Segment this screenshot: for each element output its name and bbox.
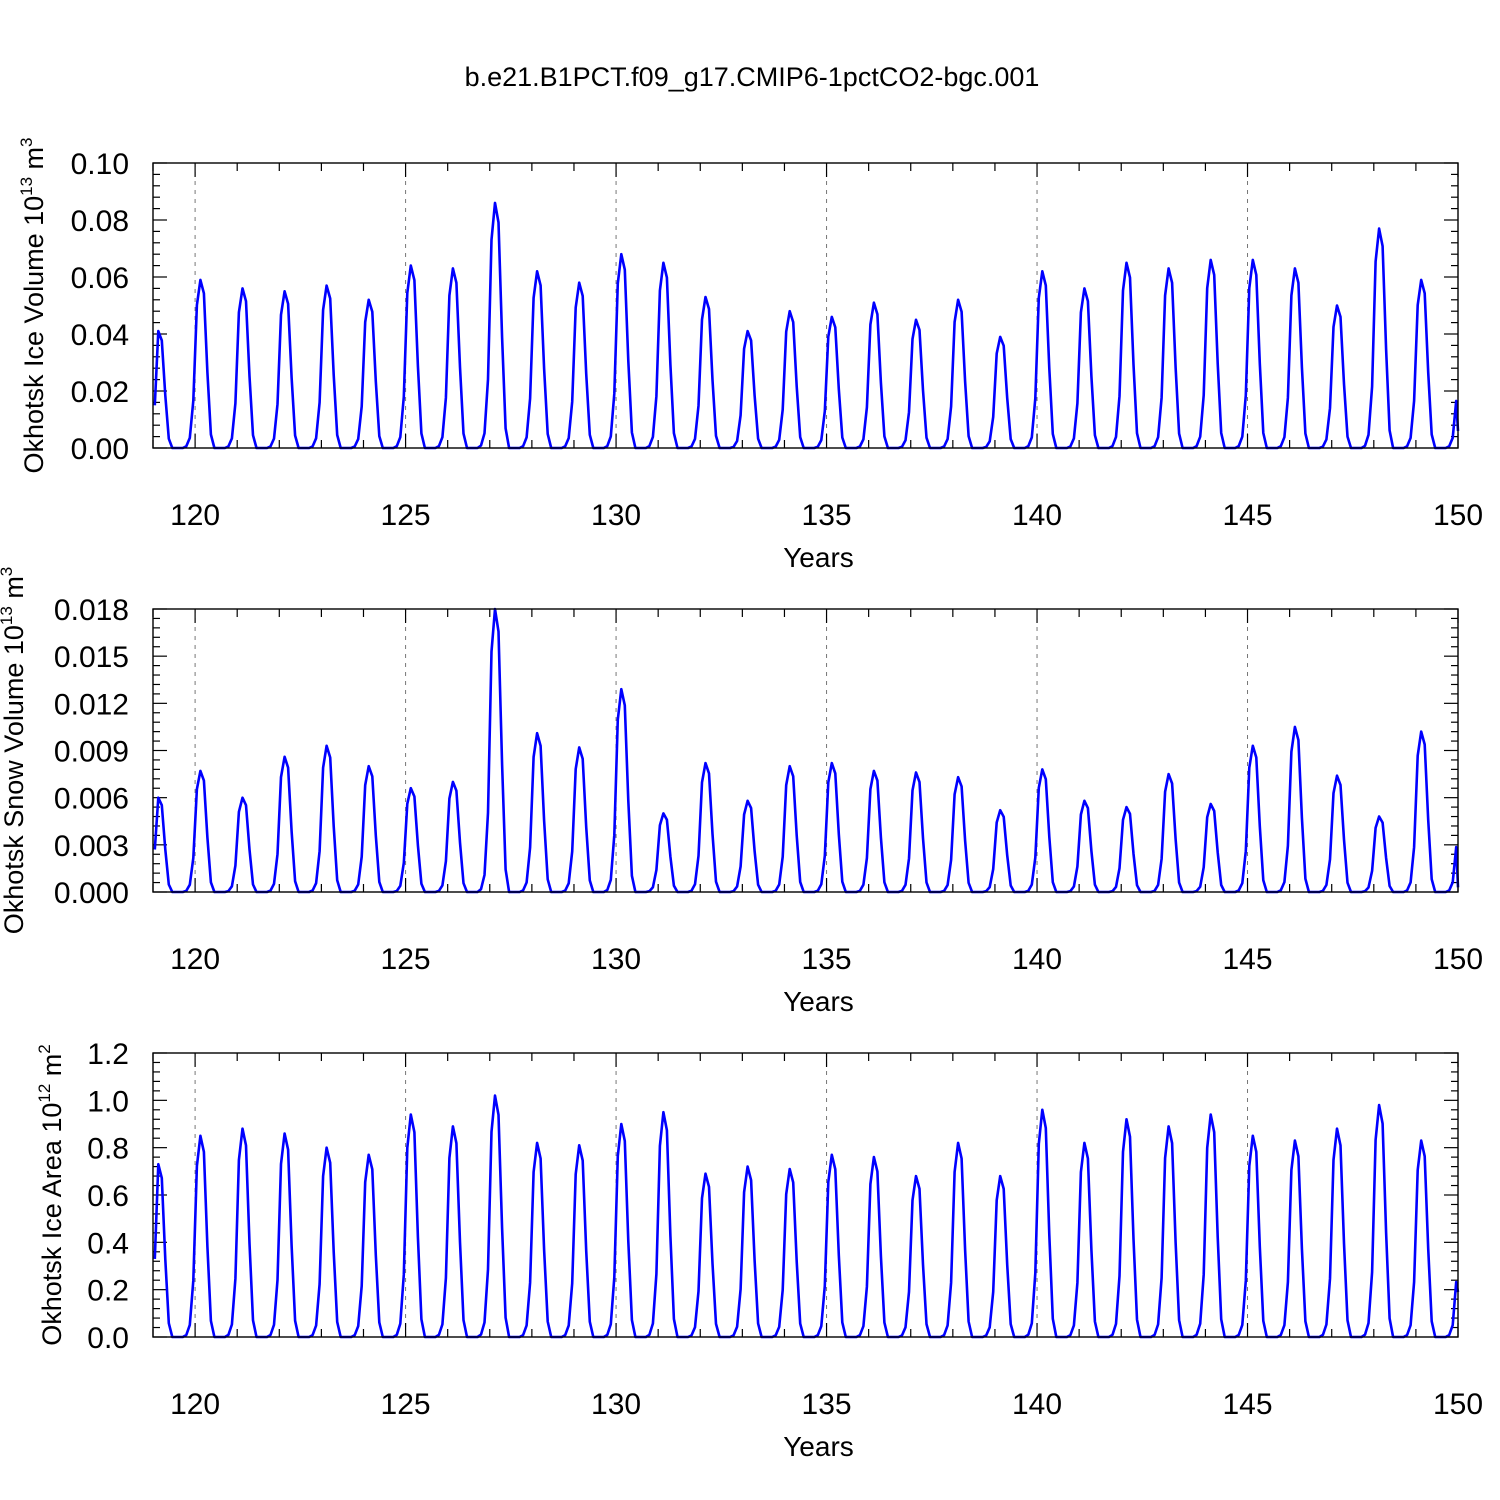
- series-line-ice-area: [153, 1094, 1460, 1339]
- x-tick-label: 145: [1222, 1388, 1272, 1421]
- panel-ice-volume: 0.00 0.02 0.04 0.06 0.08 0.10 120 125 130 135 140 1…: [17, 137, 1483, 573]
- y-tick-label: 0.003: [54, 830, 129, 863]
- x-tick-label: 125: [381, 943, 431, 976]
- plot-frame: [152, 162, 1459, 449]
- y-tick-label: 1.0: [87, 1085, 129, 1118]
- y-axis-label: Okhotsk Ice Area 1012 m2: [35, 1044, 67, 1346]
- x-axis-label: Years: [783, 542, 854, 573]
- x-tick-label: 140: [1012, 943, 1062, 976]
- series-line-snow-volume: [153, 607, 1460, 894]
- y-tick-label: 0.000: [54, 877, 129, 910]
- x-tick-label: 130: [591, 1388, 641, 1421]
- y-tick-label: 0.0: [87, 1322, 129, 1355]
- series-line-ice-volume: [153, 201, 1460, 450]
- x-tick-label: 145: [1222, 499, 1272, 532]
- y-tick-label: 0.8: [87, 1133, 129, 1166]
- x-tick-label: 125: [381, 1388, 431, 1421]
- y-tick-label: 0.015: [54, 641, 129, 674]
- y-tick-label: 0.04: [71, 319, 129, 352]
- x-tick-label: 135: [802, 1388, 852, 1421]
- x-tick-label: 140: [1012, 1388, 1062, 1421]
- y-tick-label: 0.009: [54, 736, 129, 769]
- y-tick-label: 1.2: [87, 1038, 129, 1071]
- y-tick-label: 0.018: [54, 594, 129, 627]
- plot-frame: [152, 1052, 1459, 1338]
- y-tick-label: 0.06: [71, 262, 129, 295]
- x-tick-label: 120: [170, 1388, 220, 1421]
- x-tick-label: 120: [170, 943, 220, 976]
- y-tick-label: 0.4: [87, 1227, 129, 1260]
- x-tick-label: 135: [802, 943, 852, 976]
- x-tick-label: 140: [1012, 499, 1062, 532]
- x-tick-label: 150: [1433, 1388, 1483, 1421]
- x-tick-label: 145: [1222, 943, 1272, 976]
- y-tick-label: 0.00: [71, 433, 129, 466]
- y-tick-label: 0.006: [54, 783, 129, 816]
- x-axis-label: Years: [783, 1431, 854, 1462]
- panel-ice-area: 0.0 0.2 0.4 0.6 0.8 1.0 1.2 120 125 130 135 140 145 1…: [35, 1038, 1483, 1462]
- y-tick-label: 0.2: [87, 1275, 129, 1308]
- figure-title: b.e21.B1PCT.f09_g17.CMIP6-1pctCO2-bgc.00…: [465, 62, 1040, 92]
- y-tick-label: 0.10: [71, 148, 129, 181]
- y-axis-label: Okhotsk Snow Volume 1013 m3: [0, 567, 29, 935]
- x-tick-label: 130: [591, 943, 641, 976]
- y-tick-label: 0.012: [54, 688, 129, 721]
- y-tick-label: 0.02: [71, 376, 129, 409]
- x-tick-label: 130: [591, 499, 641, 532]
- x-tick-label: 150: [1433, 499, 1483, 532]
- x-tick-label: 125: [381, 499, 431, 532]
- x-tick-label: 150: [1433, 943, 1483, 976]
- x-tick-label: 135: [802, 499, 852, 532]
- x-axis-label: Years: [783, 986, 854, 1017]
- panel-snow-volume: 0.000 0.003 0.006 0.009 0.012 0.015 0.018 120 12…: [0, 567, 1483, 1017]
- y-tick-label: 0.08: [71, 205, 129, 238]
- y-axis-label: Okhotsk Ice Volume 1013 m3: [17, 137, 49, 473]
- y-tick-label: 0.6: [87, 1180, 129, 1213]
- x-tick-label: 120: [170, 499, 220, 532]
- plot-frame: [152, 608, 1459, 893]
